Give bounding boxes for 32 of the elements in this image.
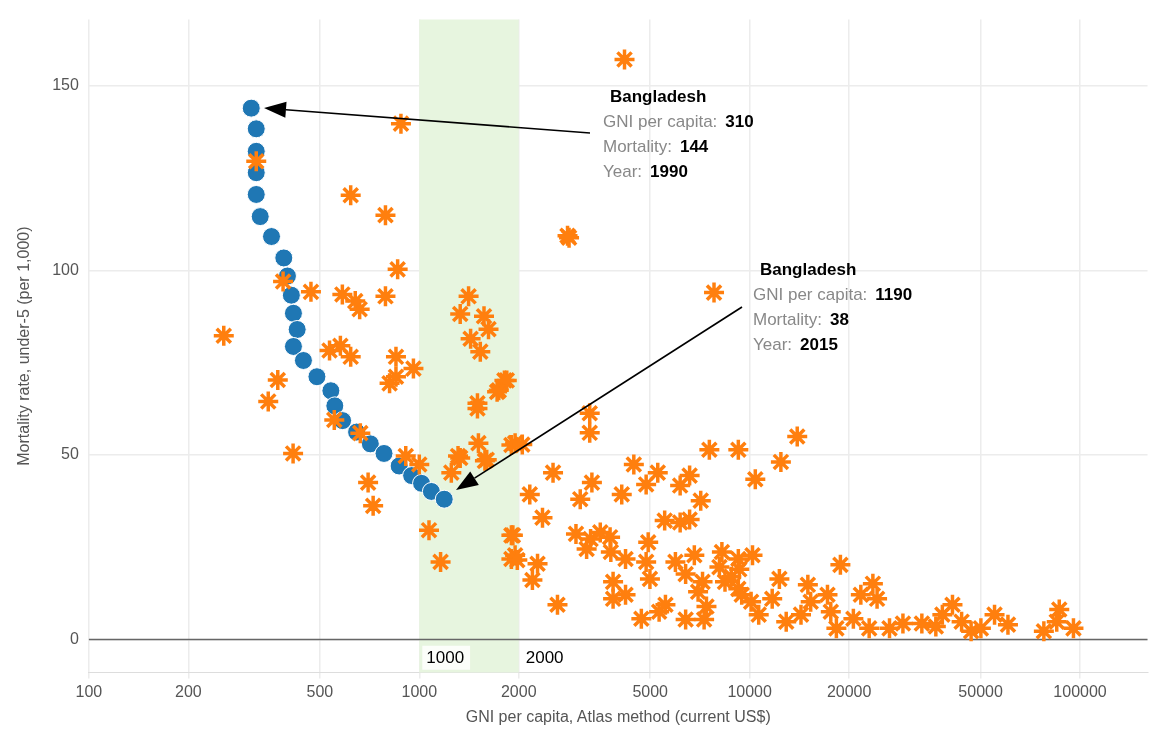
annotation: Year: [753,334,793,354]
annotation: 38 [829,309,849,329]
annotation: Mortality: [753,309,822,329]
x-tick-label: 100 [75,682,103,700]
y-axis-title: Mortality rate, under-5 (per 1,000) [15,226,33,466]
x-tick-label: 10000 [727,682,773,700]
annotation: 2000 [525,647,564,667]
annotation: Mortality: [603,136,672,156]
y-tick-label: 100 [52,260,79,278]
annotation: Bangladesh [610,86,707,106]
y-tick-label: 0 [69,629,79,647]
annotation: 1990 [650,161,688,181]
x-axis-title: GNI per capita, Atlas method (current US$) [465,707,771,725]
x-tick-label: 20000 [826,682,872,700]
annotation: Bangladesh [760,259,857,279]
annotation: 2015 [800,334,838,354]
x-tick-label: 5000 [632,682,669,700]
annotation: 310 [725,111,754,131]
annotation: 144 [679,136,709,156]
x-tick-label: 50000 [958,682,1003,700]
annotation: 1190 [875,284,913,304]
annotation: 1000 [426,647,465,667]
y-tick-label: 50 [61,445,79,463]
annotation: GNI per capita: [753,284,868,304]
annotation: GNI per capita: [603,111,718,131]
x-tick-label: 2000 [500,682,537,700]
x-tick-label: 500 [306,682,334,700]
annotation: Year: [603,161,643,181]
x-tick-label: 100000 [1053,682,1107,700]
x-tick-label: 1000 [401,682,438,700]
x-tick-label: 200 [175,682,202,700]
y-tick-label: 150 [52,76,79,94]
